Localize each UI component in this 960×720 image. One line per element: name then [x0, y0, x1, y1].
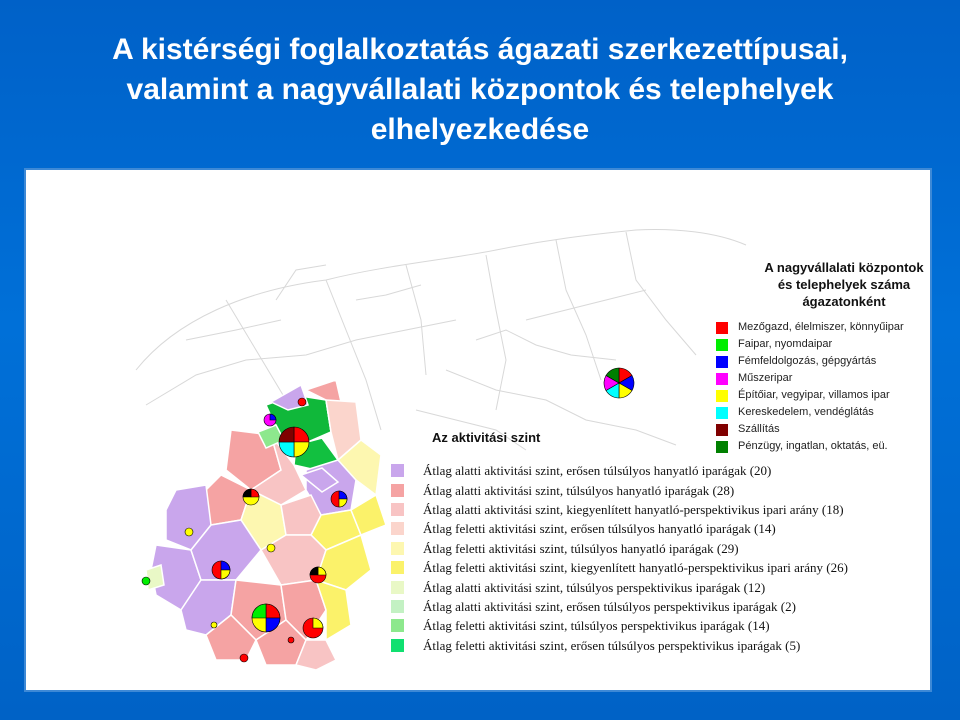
legend-swatch — [391, 522, 404, 535]
pie-marker — [278, 426, 310, 458]
legend-label: Átlag alatti aktivitási szint, erősen tú… — [423, 599, 796, 614]
subregion-polygons — [145, 379, 387, 671]
pie-marker — [263, 413, 277, 427]
legend-swatch — [391, 561, 404, 574]
pie-marker — [266, 543, 276, 553]
activity-legend-title: Az aktivitási szint — [432, 430, 541, 445]
region-polygon — [294, 639, 338, 671]
region-polygon — [314, 578, 352, 642]
region-polygon — [336, 439, 382, 497]
industry-pie-markers — [141, 367, 635, 663]
pie-marker — [330, 490, 348, 508]
legend-label: Átlag alatti aktivitási szint, kiegyenlí… — [423, 502, 844, 517]
title-line-1: A kistérségi foglalkoztatás ágazati szer… — [112, 33, 848, 66]
title-line-2: valamint a nagyvállalati központok és te… — [126, 73, 834, 106]
legend-label: Szállítás — [738, 423, 780, 435]
pie-marker — [603, 367, 635, 399]
legend-label: Mezőgazd, élelmiszer, könnyűipar — [738, 321, 904, 333]
legend-swatch — [391, 619, 404, 632]
hungary-map — [135, 229, 747, 671]
region-polygon — [145, 564, 165, 591]
legend-swatch — [391, 542, 404, 555]
pie-marker — [239, 653, 249, 663]
pie-marker — [242, 488, 260, 506]
region-polygon — [280, 494, 322, 536]
industry-legend-title-line-2: és telephelyek száma — [777, 277, 911, 292]
industry-legend-title: A nagyvállalati központok és telephelyek… — [744, 259, 930, 310]
legend-label: Átlag alatti aktivitási szint, túlsúlyos… — [423, 483, 735, 498]
slide-title: A kistérségi foglalkoztatás ágazati szer… — [0, 30, 960, 150]
map-panel: A nagyvállalati központok és telephelyek… — [26, 170, 930, 690]
pie-marker — [211, 560, 231, 580]
legend-swatch — [391, 484, 404, 497]
title-line-3: elhelyezkedése — [370, 113, 590, 146]
industry-legend-title-line-1: A nagyvállalati központok — [764, 260, 924, 275]
legend-swatch — [716, 424, 728, 436]
pie-marker — [287, 636, 295, 644]
legend-swatch — [716, 441, 728, 453]
legend-swatch — [716, 407, 728, 419]
legend-swatch — [716, 356, 728, 368]
legend-label: Átlag feletti aktivitási szint, kiegyenl… — [423, 560, 848, 575]
legend-swatch — [716, 373, 728, 385]
legend-swatch — [391, 581, 404, 594]
pie-marker — [297, 397, 307, 407]
legend-swatch — [391, 464, 404, 477]
legend-label: Kereskedelem, vendéglátás — [738, 406, 874, 418]
legend-label: Műszeripar — [738, 372, 793, 384]
legend-label: Átlag alatti aktivitási szint, túlsúlyos… — [423, 580, 766, 595]
legend-swatch — [391, 503, 404, 516]
pie-marker — [210, 621, 218, 629]
pie-marker — [302, 617, 324, 639]
legend-label: Átlag feletti aktivitási szint, erősen t… — [423, 638, 801, 653]
legend-swatch — [716, 339, 728, 351]
region-polygon — [299, 467, 340, 493]
pie-marker — [309, 566, 327, 584]
region-polygon — [205, 613, 257, 661]
pie-marker — [251, 603, 281, 633]
legend-label: Építőiar, vegyipar, villamos ipar — [738, 389, 890, 401]
legend-label: Átlag alatti aktivitási szint, erősen tú… — [423, 463, 772, 478]
pie-marker — [141, 576, 151, 586]
legend-swatch — [391, 639, 404, 652]
legend-label: Átlag feletti aktivitási szint, túlsúlyo… — [423, 541, 739, 556]
legend-label: Faipar, nyomdaipar — [738, 338, 833, 350]
legend-label: Pénzügy, ingatlan, oktatás, eü. — [738, 440, 888, 452]
legend-swatch — [716, 322, 728, 334]
pie-marker — [184, 527, 194, 537]
legend-swatch — [391, 600, 404, 613]
legend-label: Fémfeldolgozás, gépgyártás — [738, 355, 877, 367]
legend-swatch — [716, 390, 728, 402]
region-polygon — [350, 493, 387, 536]
subregion-outlines — [135, 229, 747, 451]
industry-legend-title-line-3: ágazatonként — [802, 294, 886, 309]
legend-label: Átlag feletti aktivitási szint, túlsúlyo… — [423, 618, 770, 633]
legend-label: Átlag feletti aktivitási szint, erősen t… — [423, 521, 776, 536]
